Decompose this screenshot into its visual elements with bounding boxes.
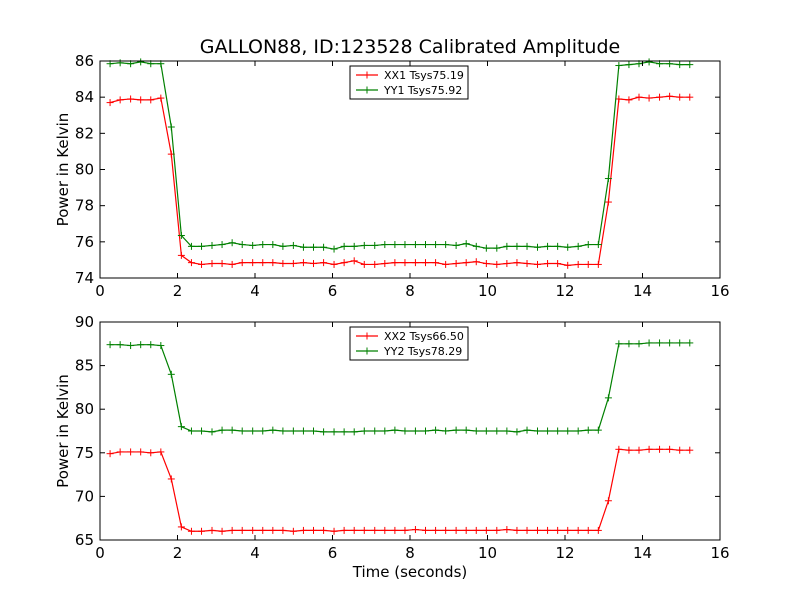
x-tick-label: 2	[173, 282, 183, 300]
x-tick-label: 14	[633, 282, 652, 300]
subplot-2: 0 2 4 6 8 10 12 14 16 65 70 75 80 85 90 Power in Kelvin…	[54, 313, 730, 581]
legend-entry: YY1 Tsys75.92	[383, 84, 462, 97]
series-line	[109, 448, 690, 532]
y-tick-label: 70	[75, 487, 94, 505]
x-tick-label: 8	[405, 544, 415, 562]
y-tick-label: 65	[75, 531, 94, 549]
series-1-2	[106, 58, 694, 253]
legend-entry: XX1 Tsys75.19	[384, 69, 464, 82]
y-tick-label: 74	[75, 269, 94, 287]
x-tick-label: 16	[710, 544, 729, 562]
y-tick-label: 75	[75, 444, 94, 462]
y-tick-label: 90	[75, 313, 94, 331]
x-tick-label: 6	[328, 544, 338, 562]
series-line	[110, 342, 690, 433]
legend: XX1 Tsys75.19 YY1 Tsys75.92	[349, 65, 469, 100]
x-tick-label: 0	[95, 282, 105, 300]
x-axis-label: Time (seconds)	[352, 563, 468, 581]
y-tick-label: 80	[75, 400, 94, 418]
y-axis-label: Power in Kelvin	[54, 374, 72, 488]
x-tick-label: 4	[250, 282, 260, 300]
series-1-1	[106, 92, 694, 269]
y-axis-label: Power in Kelvin	[54, 113, 72, 227]
series-line	[109, 95, 690, 266]
series-2-1	[106, 445, 694, 535]
x-tick-label: 4	[250, 544, 260, 562]
subplot-1: 0 2 4 6 8 10 12 14 16 74 76 78 80 82 84 86 Power in Kelv…	[54, 52, 730, 300]
x-tick-label: 12	[555, 544, 574, 562]
series-line	[110, 61, 690, 250]
legend: XX2 Tsys66.50 YY2 Tsys78.29	[349, 326, 469, 361]
x-tick-label: 0	[95, 544, 105, 562]
legend-entry: YY2 Tsys78.29	[383, 345, 462, 358]
y-tick-label: 78	[75, 197, 94, 215]
x-tick-label: 6	[328, 282, 338, 300]
series-2-2	[106, 339, 694, 436]
y-tick-label: 82	[75, 124, 94, 142]
y-tick-label: 80	[75, 161, 94, 179]
x-tick-label: 16	[710, 282, 729, 300]
x-tick-label: 8	[405, 282, 415, 300]
x-tick-label: 10	[478, 544, 497, 562]
x-tick-label: 14	[633, 544, 652, 562]
x-tick-label: 2	[173, 544, 183, 562]
y-tick-label: 84	[75, 88, 94, 106]
x-tick-label: 10	[478, 282, 497, 300]
y-tick-label: 76	[75, 233, 94, 251]
y-tick-label: 86	[75, 52, 94, 70]
legend-box	[349, 326, 469, 361]
x-tick-label: 12	[555, 282, 574, 300]
legend-entry: XX2 Tsys66.50	[384, 330, 464, 343]
legend-box	[349, 65, 469, 100]
chart-title: GALLON88, ID:123528 Calibrated Amplitude	[200, 36, 620, 58]
y-tick-label: 85	[75, 357, 94, 375]
